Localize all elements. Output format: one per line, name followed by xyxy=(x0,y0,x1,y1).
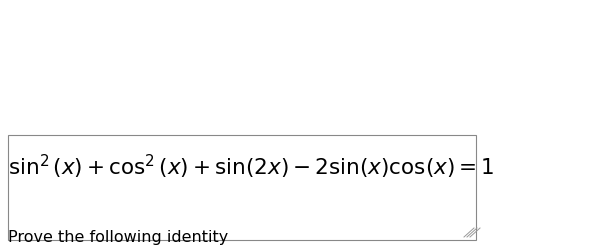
Text: Prove the following identity: Prove the following identity xyxy=(8,230,228,245)
Bar xyxy=(8,135,476,240)
Text: $\sin^2(x) + \cos^2(x) + \sin(2x) - 2\sin(x)\cos(x) = 1$: $\sin^2(x) + \cos^2(x) + \sin(2x) - 2\si… xyxy=(8,153,494,181)
